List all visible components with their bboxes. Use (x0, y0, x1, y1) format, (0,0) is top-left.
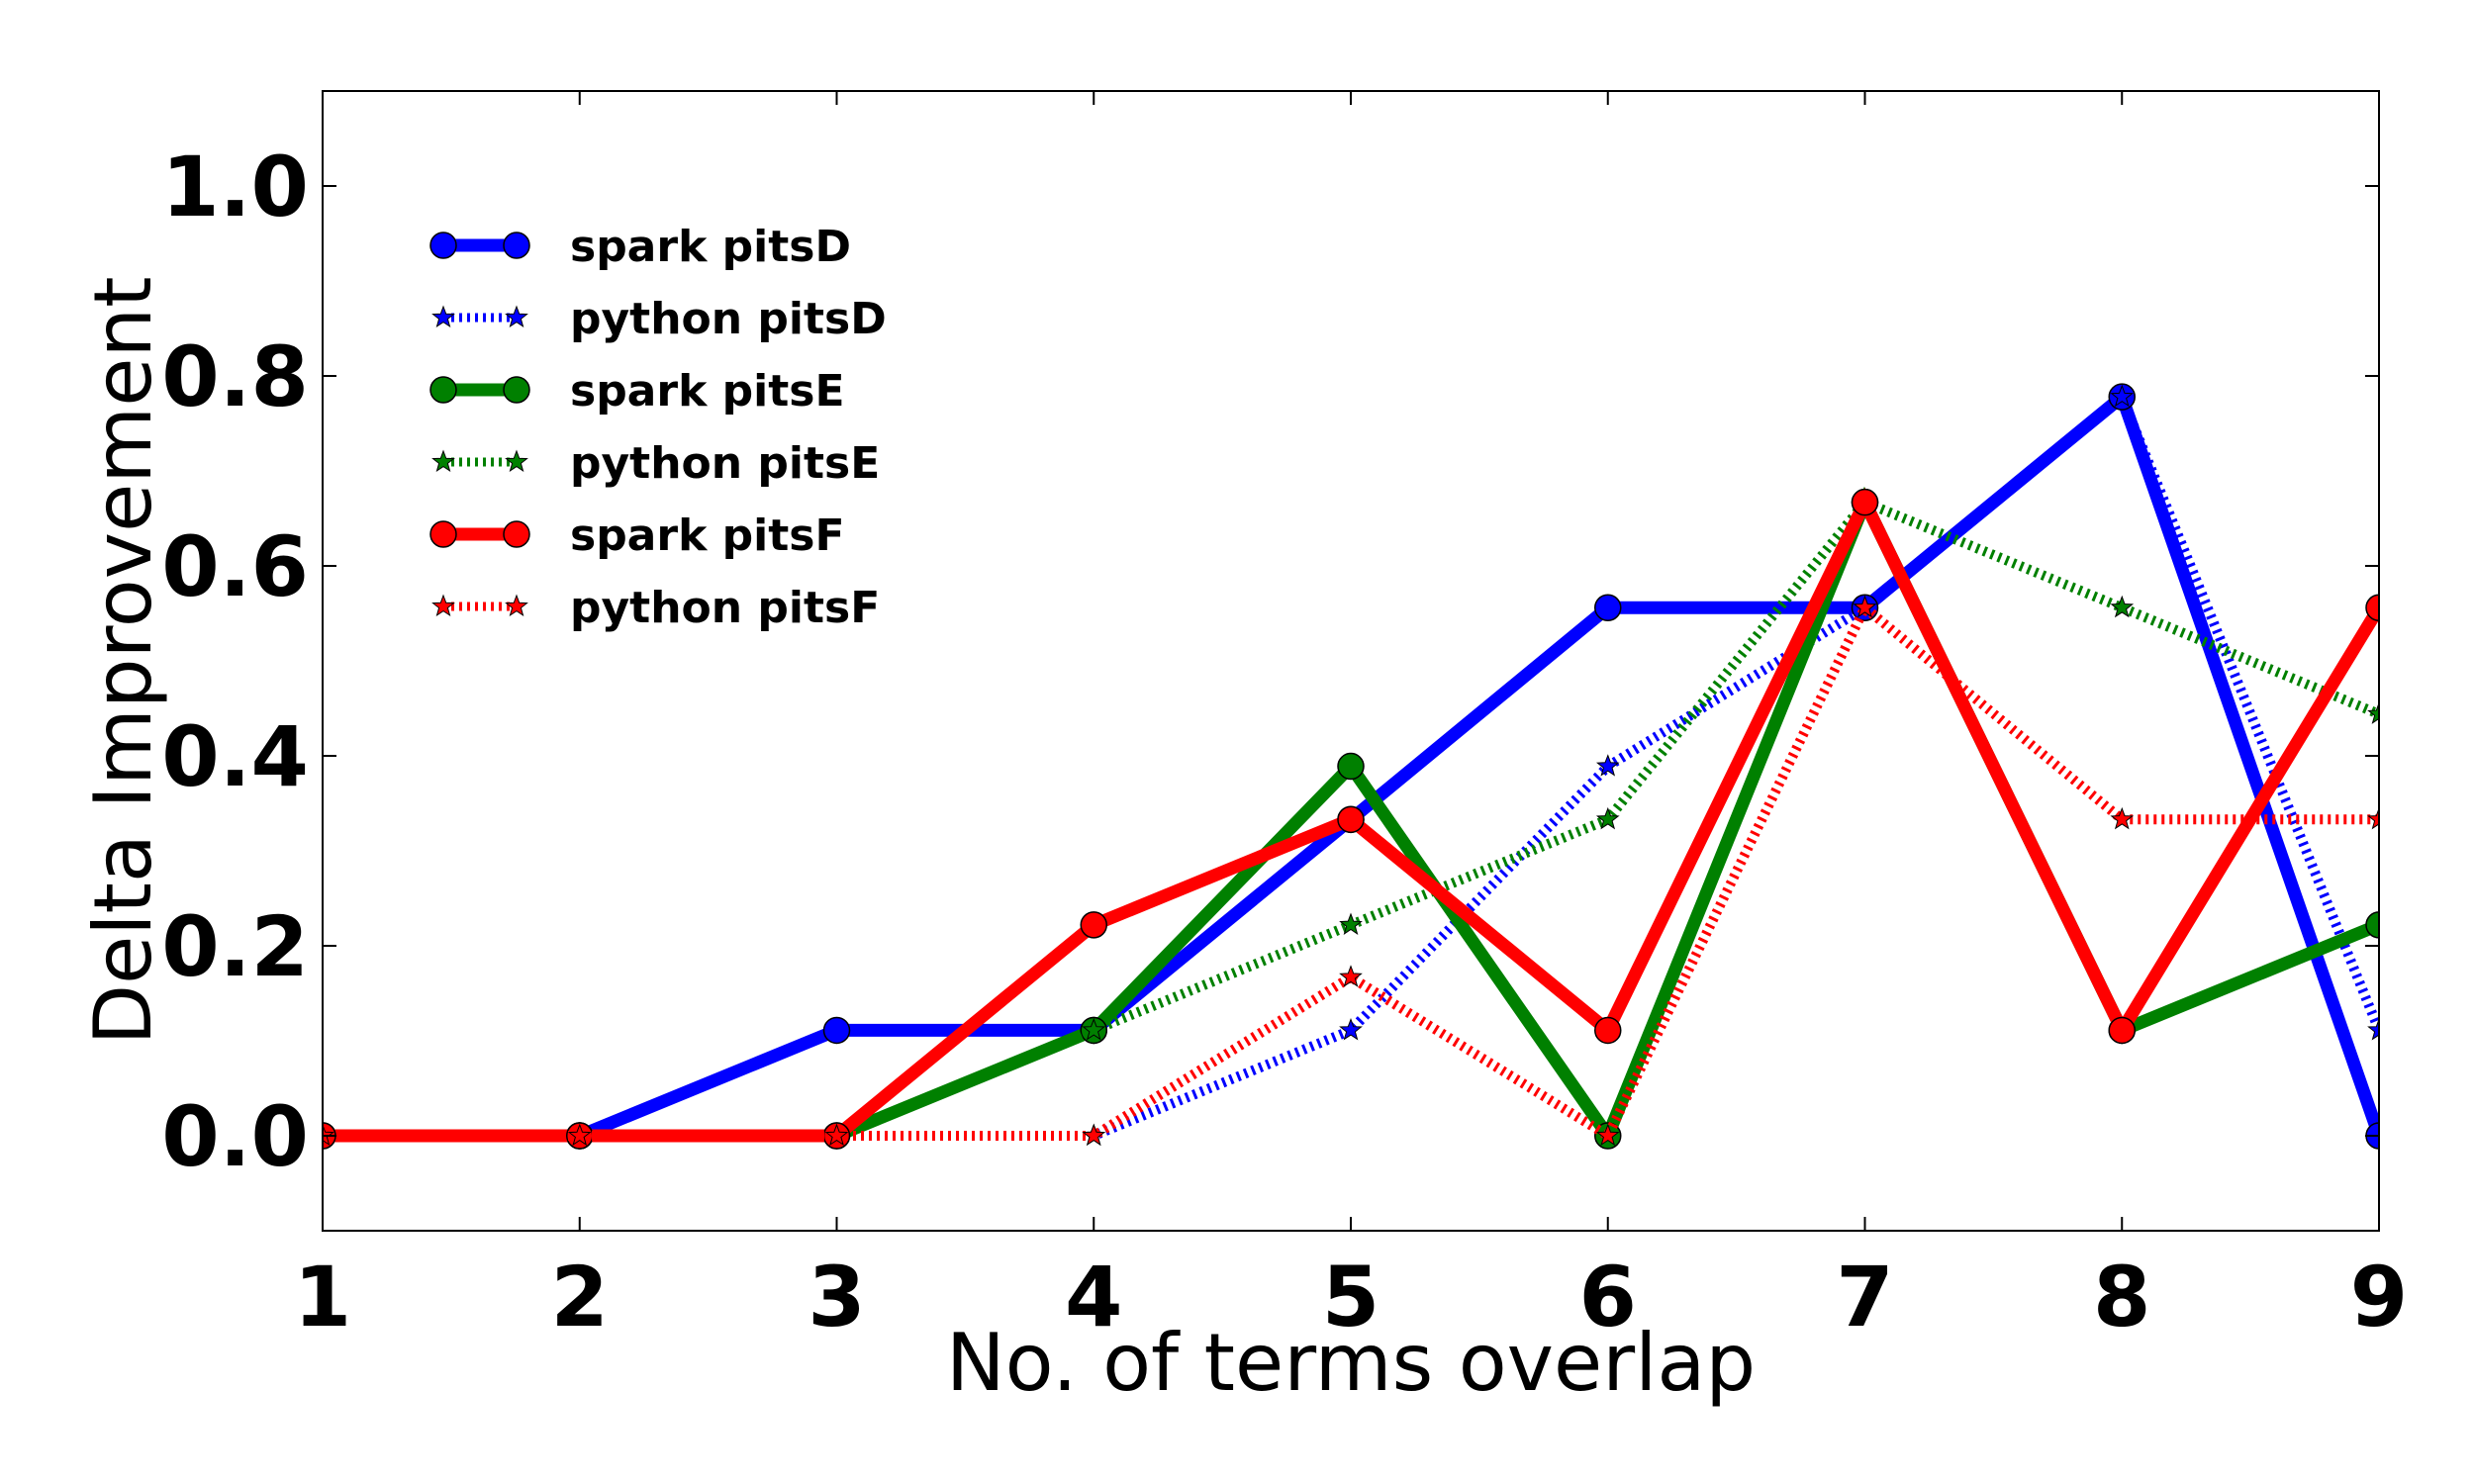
legend-label-spark-pitsf: spark pitsF (570, 510, 845, 561)
point-python-pitsf (323, 1123, 334, 1147)
y-tick-label: 0.0 (161, 1088, 309, 1185)
point-python-pitsd (2110, 384, 2135, 408)
point-python-pitse (1082, 1017, 1106, 1041)
series-layer (323, 383, 2379, 1150)
point-spark-pitsf (1594, 1016, 1622, 1045)
legend-label-python-pitsf: python pitsF (570, 583, 880, 633)
point-python-pitsd (1595, 754, 1620, 777)
point-spark-pitse (1337, 752, 1365, 781)
x-tick-label: 4 (1065, 1249, 1122, 1345)
point-python-pitsd (2367, 1017, 2379, 1041)
legend-marker (505, 449, 528, 473)
y-tick-label: 1.0 (161, 139, 309, 235)
x-tick-label: 1 (294, 1249, 351, 1345)
y-tick-label: 0.6 (161, 518, 309, 615)
point-python-pitsf (1339, 965, 1363, 987)
x-axis-label: No. of terms overlap (946, 1317, 1756, 1409)
x-tick-label: 6 (1579, 1249, 1637, 1345)
point-spark-pitsf (2108, 1016, 2136, 1045)
legend-marker (503, 520, 530, 548)
legend-marker (431, 594, 455, 617)
point-python-pitse (2367, 701, 2379, 724)
point-python-pitsf (824, 1123, 849, 1147)
x-tick-label: 5 (1322, 1249, 1380, 1345)
point-spark-pitsf (1337, 805, 1365, 834)
y-axis-label: Delta Improvement (77, 276, 169, 1045)
point-python-pitse (1339, 912, 1363, 935)
legend-label-spark-pitse: spark pitsE (570, 366, 845, 417)
ticks-layer: 1 2 3 4 5 6 7 8 9 0.0 0.2 0.4 0.6 0.8 1.0 (161, 91, 2408, 1345)
point-spark-pitsd (822, 1016, 851, 1045)
legend-label-python-pitsd: python pitsD (570, 294, 887, 344)
legend-marker (505, 594, 528, 617)
legend-marker (431, 305, 455, 328)
point-spark-pitsf (1080, 911, 1107, 939)
legend-marker (505, 305, 528, 328)
legend-marker (431, 449, 455, 473)
point-python-pitsf (567, 1123, 592, 1147)
point-spark-pitsd (1594, 594, 1622, 621)
legend-label-spark-pitsd: spark pitsD (570, 222, 851, 272)
x-tick-label: 2 (551, 1249, 609, 1345)
series-line-python-pitsf (323, 600, 2379, 1144)
x-tick-label: 8 (2093, 1249, 2150, 1345)
legend: spark pitsD python pitsD spark pitsE python… (429, 222, 887, 633)
legend-marker (429, 376, 457, 404)
point-python-pitsf (1082, 1123, 1106, 1147)
y-tick-label: 0.8 (161, 328, 309, 425)
point-spark-pitsf (1851, 488, 1879, 516)
legend-marker (503, 232, 530, 259)
point-spark-pitsf (2365, 594, 2379, 621)
point-python-pitse (2110, 595, 2135, 618)
legend-marker (429, 232, 457, 259)
point-python-pitse (1595, 806, 1620, 830)
y-tick-label: 0.2 (161, 898, 309, 995)
point-python-pitsf (2367, 806, 2379, 830)
legend-label-python-pitse: python pitsE (570, 438, 880, 489)
y-tick-label: 0.4 (161, 708, 309, 805)
legend-marker (429, 520, 457, 548)
point-python-pitsf (1853, 595, 1877, 618)
x-tick-label: 3 (808, 1249, 865, 1345)
legend-marker (503, 376, 530, 404)
point-python-pitsf (1595, 1123, 1620, 1147)
x-tick-label: 9 (2350, 1249, 2408, 1345)
point-python-pitsf (2110, 806, 2135, 830)
x-tick-label: 7 (1836, 1249, 1893, 1345)
point-spark-pitse (2365, 911, 2379, 939)
point-python-pitsd (1339, 1017, 1363, 1041)
